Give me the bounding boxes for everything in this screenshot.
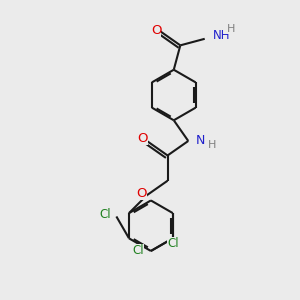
Text: O: O [137, 131, 148, 145]
Text: O: O [136, 187, 147, 200]
Text: NH: NH [213, 29, 230, 42]
Text: Cl: Cl [133, 244, 144, 257]
Text: H: H [208, 140, 217, 150]
Text: Cl: Cl [99, 208, 111, 221]
Text: Cl: Cl [167, 237, 178, 250]
Text: N: N [196, 134, 205, 148]
Text: H: H [227, 24, 236, 34]
Text: O: O [151, 24, 161, 38]
